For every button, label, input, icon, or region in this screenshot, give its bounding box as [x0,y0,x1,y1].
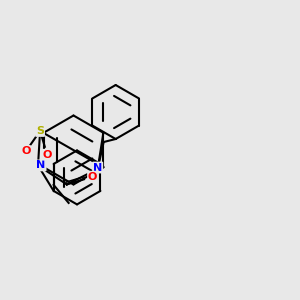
Text: N: N [36,160,46,170]
Text: N: N [93,163,102,172]
Text: O: O [43,150,52,160]
Text: O: O [88,172,98,182]
Text: O: O [21,146,31,156]
Text: S: S [36,126,44,136]
